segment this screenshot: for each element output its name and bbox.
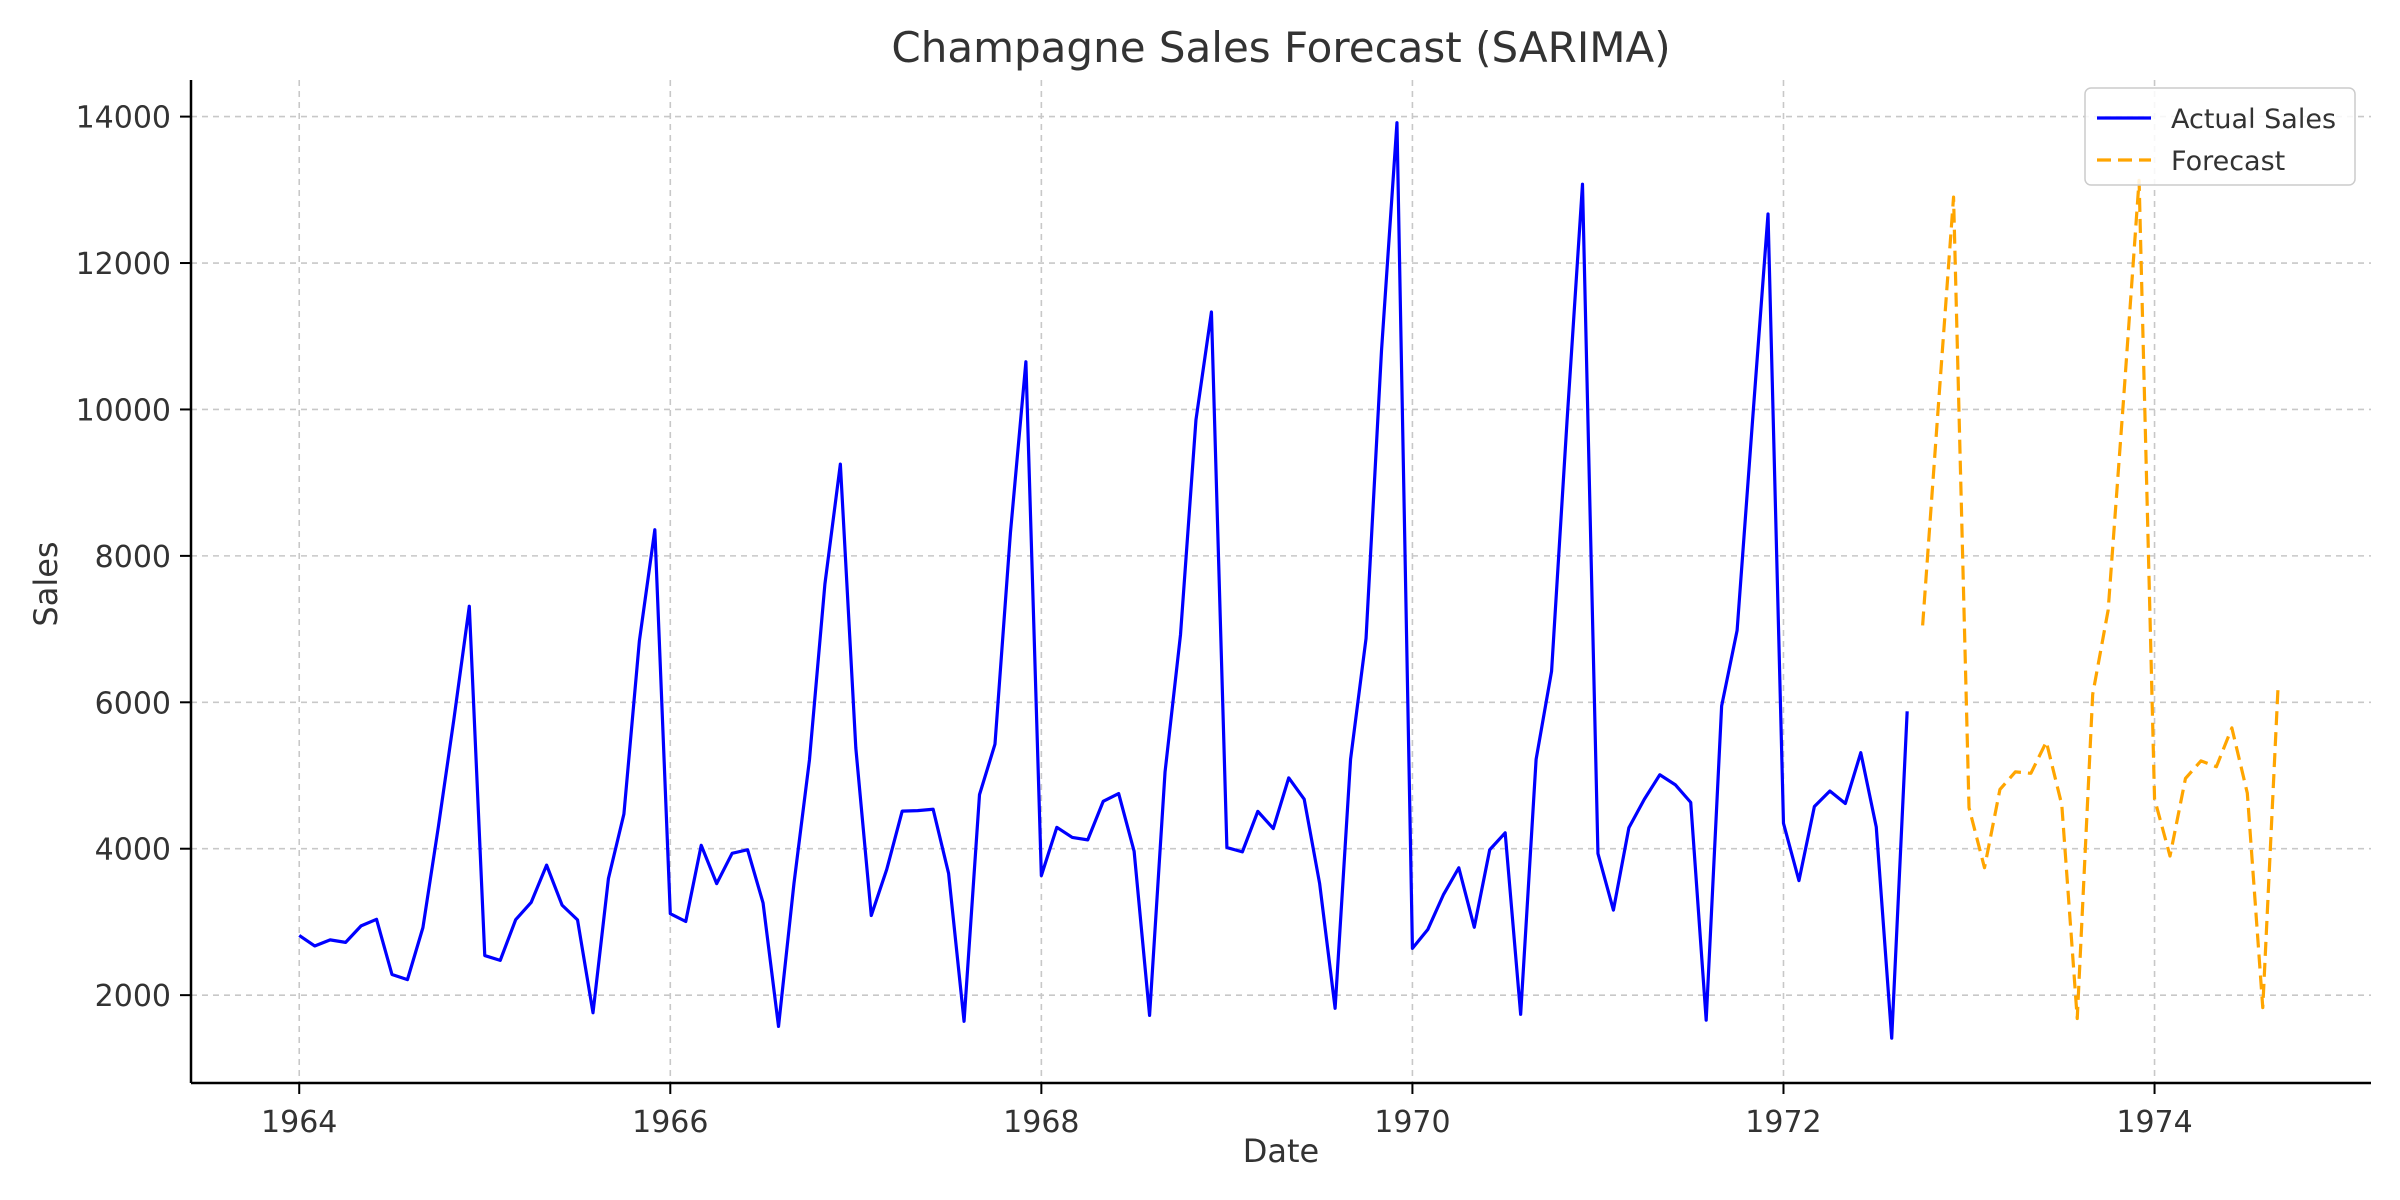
legend: Actual Sales Forecast — [2084, 87, 2356, 186]
x-tick-label-1974: 1974 — [2116, 1105, 2192, 1140]
x-axis-label: Date — [1243, 1132, 1319, 1170]
legend-box — [2084, 87, 2356, 186]
y-tick-label-12000: 12000 — [76, 247, 171, 282]
series-lines — [298, 121, 2280, 1040]
x-tick-label-1970: 1970 — [1374, 1105, 1450, 1140]
series-line-forecast — [1921, 178, 2280, 1021]
y-tick-label-4000: 4000 — [95, 833, 171, 868]
y-tick-label-6000: 6000 — [95, 686, 171, 721]
y-tick-label-2000: 2000 — [95, 979, 171, 1014]
legend-label-forecast: Forecast — [2171, 146, 2285, 177]
y-tick-label-10000: 10000 — [76, 393, 171, 428]
chart-title: Champagne Sales Forecast (SARIMA) — [891, 23, 1670, 72]
x-tick-label-1966: 1966 — [632, 1105, 708, 1140]
y-tick-label-8000: 8000 — [95, 540, 171, 575]
x-tick-label-1968: 1968 — [1003, 1105, 1079, 1140]
x-tick-label-1964: 1964 — [261, 1105, 337, 1140]
legend-label-actual-sales: Actual Sales — [2171, 104, 2336, 135]
grid — [191, 80, 2371, 1083]
y-tick-label-14000: 14000 — [76, 101, 171, 136]
series-line-actual-sales — [298, 121, 1909, 1040]
axes: 1964 1966 1968 1970 1972 1974 2000 4000 6000 8000… — [76, 80, 2371, 1140]
x-tick-label-1972: 1972 — [1745, 1105, 1821, 1140]
y-axis-label: Sales — [27, 541, 65, 626]
